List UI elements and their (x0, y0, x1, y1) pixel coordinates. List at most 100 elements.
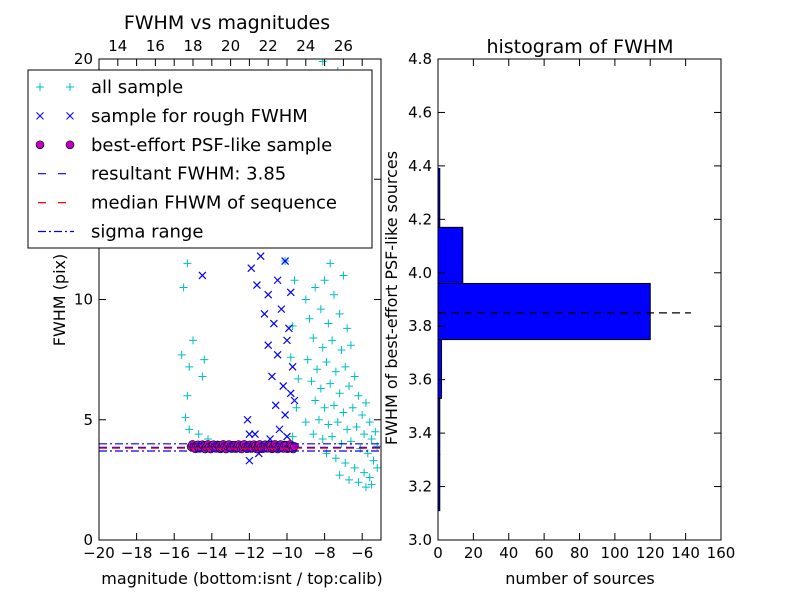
all-sample-point (326, 379, 335, 388)
legend-label: all sample (91, 77, 183, 98)
x-tick-label: 0 (433, 544, 443, 562)
legend-entry: sample for rough FWHM (36, 106, 308, 127)
all-sample-point (352, 422, 361, 431)
all-sample-point (316, 384, 325, 393)
rough-fwhm-point (264, 341, 273, 350)
all-sample-point (343, 425, 352, 434)
x-tick-label: 20 (464, 544, 483, 562)
rough-fwhm-point (290, 396, 299, 405)
legend-label: resultant FWHM: 3.85 (91, 164, 286, 185)
all-sample-point (367, 434, 376, 443)
all-sample-point (324, 319, 333, 328)
all-sample-point (341, 459, 350, 468)
all-sample-point (358, 410, 367, 419)
all-sample-point (322, 358, 331, 367)
all-sample-point (337, 346, 346, 355)
all-sample-point (290, 276, 299, 285)
rough-fwhm-point (273, 276, 282, 285)
legend-marker (66, 112, 74, 120)
y-tick-label: 4.4 (408, 157, 432, 175)
top-x-tick-label: 24 (296, 37, 315, 55)
y-tick-label: 3.2 (408, 478, 432, 496)
all-sample-point (339, 408, 348, 417)
legend-entry: sigma range (38, 222, 203, 243)
y-tick-label: 3.6 (408, 371, 432, 389)
all-sample-point (301, 418, 310, 427)
all-sample-point (328, 432, 337, 441)
rough-fwhm-point (256, 252, 265, 261)
y-tick-label: 3.4 (408, 424, 432, 442)
all-sample-point (360, 430, 369, 439)
rough-fwhm-point (251, 430, 259, 439)
legend-entry: all sample (36, 77, 183, 98)
rough-fwhm-point (247, 264, 256, 273)
all-sample-point (309, 430, 318, 439)
all-sample-point (288, 321, 297, 330)
x-tick-label: −14 (196, 544, 228, 562)
rough-fwhm-point (284, 324, 293, 333)
all-sample-point (343, 324, 352, 333)
x-tick-label: 60 (535, 544, 554, 562)
histogram-bar (437, 339, 443, 399)
top-x-tick-label: 18 (183, 37, 202, 55)
all-sample-point (177, 350, 186, 359)
legend-label: best-effort PSF-like sample (91, 135, 332, 156)
legend-label: sample for rough FWHM (91, 106, 308, 127)
all-sample-point (361, 483, 370, 492)
all-sample-point (330, 401, 338, 410)
all-sample-point (179, 283, 188, 292)
legend-marker (36, 112, 44, 120)
all-sample-point (345, 382, 354, 391)
all-sample-point (330, 290, 338, 299)
all-sample-point (328, 336, 337, 345)
top-x-tick-label: 26 (334, 37, 353, 55)
all-sample-point (288, 432, 297, 441)
histogram-bar (437, 282, 651, 341)
y-tick-label: 4.2 (408, 210, 432, 228)
all-sample-point (354, 478, 363, 487)
all-sample-point (309, 333, 318, 342)
all-sample-point (324, 420, 333, 429)
rough-fwhm-point (283, 432, 291, 441)
rough-fwhm-point (286, 389, 295, 398)
legend-marker (35, 140, 45, 150)
all-sample-point (365, 473, 374, 482)
all-sample-point (286, 353, 295, 362)
y-tick-label: 3.0 (408, 531, 432, 549)
legend-entry: resultant FWHM: 3.85 (38, 164, 286, 185)
x-tick-label: 160 (707, 544, 736, 562)
left-panel: FWHM vs magnitudes −20 −18 −16 −14 −12 −10 −8−… (27, 12, 383, 588)
all-sample-point (301, 295, 310, 304)
all-sample-point (367, 480, 376, 489)
rough-fwhm-point (243, 415, 252, 424)
all-sample-point (326, 259, 335, 268)
legend-marker (36, 83, 44, 91)
all-sample-point (320, 403, 329, 412)
top-x-tick-label: 14 (108, 37, 127, 55)
all-sample-point (185, 425, 194, 434)
all-sample-point (320, 276, 329, 285)
all-sample-point (200, 355, 209, 364)
rough-fwhm-point (288, 362, 297, 371)
y-tick-label: 20 (74, 50, 93, 68)
rough-fwhm-point (269, 319, 278, 328)
all-sample-point (311, 396, 320, 405)
all-sample-point (348, 403, 357, 412)
all-sample-point (354, 391, 363, 400)
all-sample-point (331, 454, 340, 463)
legend-label: median FHWM of sequence (91, 193, 337, 214)
all-sample-point (294, 374, 303, 383)
all-sample-point (311, 283, 320, 292)
rough-fwhm-point (268, 372, 276, 381)
rough-fwhm-point (245, 430, 254, 439)
y-tick-label: 5 (83, 411, 93, 429)
rough-fwhm-point (260, 310, 269, 318)
y-tick-label: 4.6 (408, 103, 432, 121)
legend-entry: median FHWM of sequence (38, 193, 337, 214)
all-sample-point (341, 362, 350, 371)
all-sample-point (183, 259, 192, 268)
rough-fwhm-point (271, 401, 280, 410)
rough-fwhm-point (281, 411, 290, 419)
all-sample-point (333, 418, 342, 427)
right-y-axis-label: FWHM of best-effort PSF-like sources (382, 151, 401, 445)
